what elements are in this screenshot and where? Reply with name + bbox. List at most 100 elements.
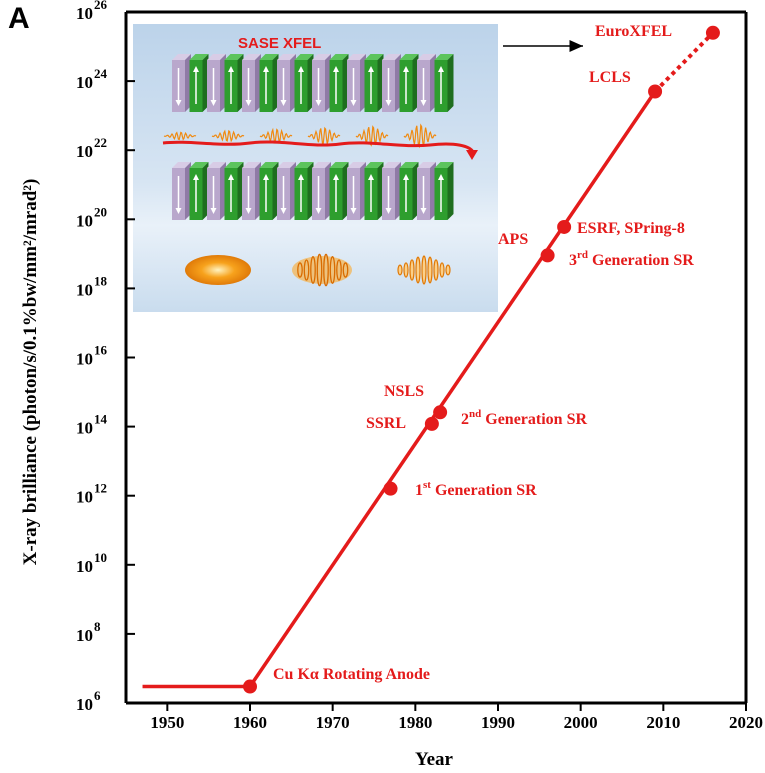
annotation-text: Generation SR bbox=[592, 252, 694, 269]
down-arrowhead-icon bbox=[175, 208, 182, 214]
magnet-top-face bbox=[294, 162, 314, 168]
magnet-top-face bbox=[364, 162, 384, 168]
undulator-magnets-top bbox=[172, 54, 454, 112]
pulse-fringe bbox=[403, 262, 409, 278]
magnet-top-face bbox=[329, 54, 349, 60]
y-tick-exponent: 8 bbox=[94, 619, 101, 634]
annotation-label: EuroXFEL bbox=[595, 23, 672, 40]
magnet-top-face bbox=[189, 54, 209, 60]
magnet-top-face bbox=[434, 54, 454, 60]
brilliance-series bbox=[142, 25, 720, 694]
up-arrowhead-icon bbox=[403, 174, 409, 180]
magnet-top-face bbox=[259, 54, 279, 60]
down-arrowhead-icon bbox=[385, 208, 392, 214]
magnet-top-face bbox=[434, 162, 454, 168]
y-tick-label: 10 bbox=[76, 350, 93, 369]
up-arrowhead-icon bbox=[333, 66, 339, 72]
x-tick-label: 2020 bbox=[729, 713, 763, 732]
annotation-superscript: rd bbox=[577, 249, 588, 261]
up-arrowhead-icon bbox=[298, 174, 304, 180]
trend-line bbox=[248, 90, 657, 688]
down-arrowhead-icon bbox=[315, 208, 322, 214]
pulse-fringe bbox=[303, 259, 310, 281]
annotation-text: Generation SR bbox=[435, 482, 537, 499]
annotations: Cu Kα Rotating Anode 1st Generation SR SSRL… bbox=[273, 23, 694, 683]
pulse-fringe bbox=[433, 259, 439, 281]
down-arrowhead-icon bbox=[245, 208, 252, 214]
electron-trajectory bbox=[162, 140, 475, 153]
annotation-label: 3rd Generation SR bbox=[569, 249, 694, 269]
magnet-top-face bbox=[417, 162, 436, 168]
annotation-prefix: 3 bbox=[569, 252, 577, 269]
up-arrowhead-icon bbox=[298, 66, 304, 72]
magnet-top-face bbox=[312, 162, 331, 168]
pulse-coherent bbox=[397, 255, 451, 285]
magnet-top-face bbox=[172, 54, 191, 60]
y-tick-exponent: 14 bbox=[94, 412, 108, 427]
pulse-fringe bbox=[297, 262, 303, 278]
up-arrowhead-icon bbox=[228, 66, 234, 72]
pulse-incoherent bbox=[185, 255, 251, 285]
magnet-top-face bbox=[207, 162, 226, 168]
y-tick-exponent: 12 bbox=[94, 481, 107, 496]
annotation-label: 1st Generation SR bbox=[415, 479, 537, 499]
down-arrowhead-icon bbox=[315, 100, 322, 106]
magnet-top-face bbox=[399, 162, 419, 168]
down-arrowhead-icon bbox=[280, 208, 287, 214]
up-arrowhead-icon bbox=[228, 174, 234, 180]
y-tick-label: 10 bbox=[76, 4, 93, 23]
pulse-fringe bbox=[421, 255, 427, 285]
annotation-label: 2nd Generation SR bbox=[461, 408, 587, 428]
down-arrowhead-icon bbox=[245, 100, 252, 106]
y-axis-title-text: X-ray brilliance (photon/s/0.1%bw/mm²/mr… bbox=[20, 179, 41, 566]
y-tick-label: 10 bbox=[76, 211, 93, 230]
magnet-top-face bbox=[259, 162, 279, 168]
magnet-top-face bbox=[277, 54, 296, 60]
sase-xfel-inset: SASE XFEL bbox=[133, 24, 498, 312]
y-tick-label: 10 bbox=[76, 626, 93, 645]
up-arrowhead-icon bbox=[193, 174, 199, 180]
magnet-top-face bbox=[417, 54, 436, 60]
up-arrowhead-icon bbox=[438, 174, 444, 180]
magnet-top-face bbox=[364, 54, 384, 60]
magnet-top-face bbox=[347, 54, 366, 60]
magnet-top-face bbox=[329, 162, 349, 168]
y-tick-exponent: 6 bbox=[94, 688, 101, 703]
y-tick-exponent: 18 bbox=[94, 273, 108, 288]
y-tick-exponent: 16 bbox=[94, 343, 108, 358]
pulse-fringe bbox=[336, 259, 342, 281]
pulse-fringe bbox=[397, 264, 403, 276]
annotation-label: APS bbox=[498, 231, 528, 248]
data-point bbox=[383, 481, 398, 496]
pulse-partially-bunched bbox=[292, 253, 352, 287]
data-point bbox=[557, 219, 572, 234]
up-arrowhead-icon bbox=[403, 66, 409, 72]
magnet-top-face bbox=[242, 54, 261, 60]
y-tick-exponent: 10 bbox=[94, 550, 107, 565]
pulse-fringe bbox=[329, 256, 336, 284]
up-arrowhead-icon bbox=[333, 174, 339, 180]
annotation-text: Generation SR bbox=[485, 411, 587, 428]
x-tick-label: 1990 bbox=[481, 713, 515, 732]
annotation-label: LCLS bbox=[589, 69, 631, 86]
y-tick-label: 10 bbox=[76, 557, 93, 576]
pulse-fringe bbox=[323, 253, 329, 287]
down-arrowhead-icon bbox=[210, 208, 217, 214]
y-tick-label: 10 bbox=[76, 419, 93, 438]
magnet-top-face bbox=[294, 54, 314, 60]
inset-title: SASE XFEL bbox=[238, 35, 321, 52]
data-point bbox=[648, 84, 663, 99]
pulse-fringe bbox=[427, 256, 433, 284]
magnet-top-face bbox=[224, 162, 244, 168]
annotation-label: NSLS bbox=[384, 383, 424, 400]
y-axis-title: X-ray brilliance (photon/s/0.1%bw/mm²/mr… bbox=[20, 179, 41, 566]
magnet-side-face bbox=[447, 54, 454, 112]
x-axis-ticks: 1950 1960 1970 1980 1990 2000 2010 2020 bbox=[150, 703, 763, 732]
photon-pulses bbox=[185, 253, 451, 287]
wave-packet bbox=[307, 126, 341, 146]
y-tick-exponent: 20 bbox=[94, 204, 107, 219]
data-point bbox=[433, 405, 448, 420]
y-tick-label: 10 bbox=[76, 73, 93, 92]
panel-label: A bbox=[8, 2, 30, 35]
magnet-top-face bbox=[399, 54, 419, 60]
